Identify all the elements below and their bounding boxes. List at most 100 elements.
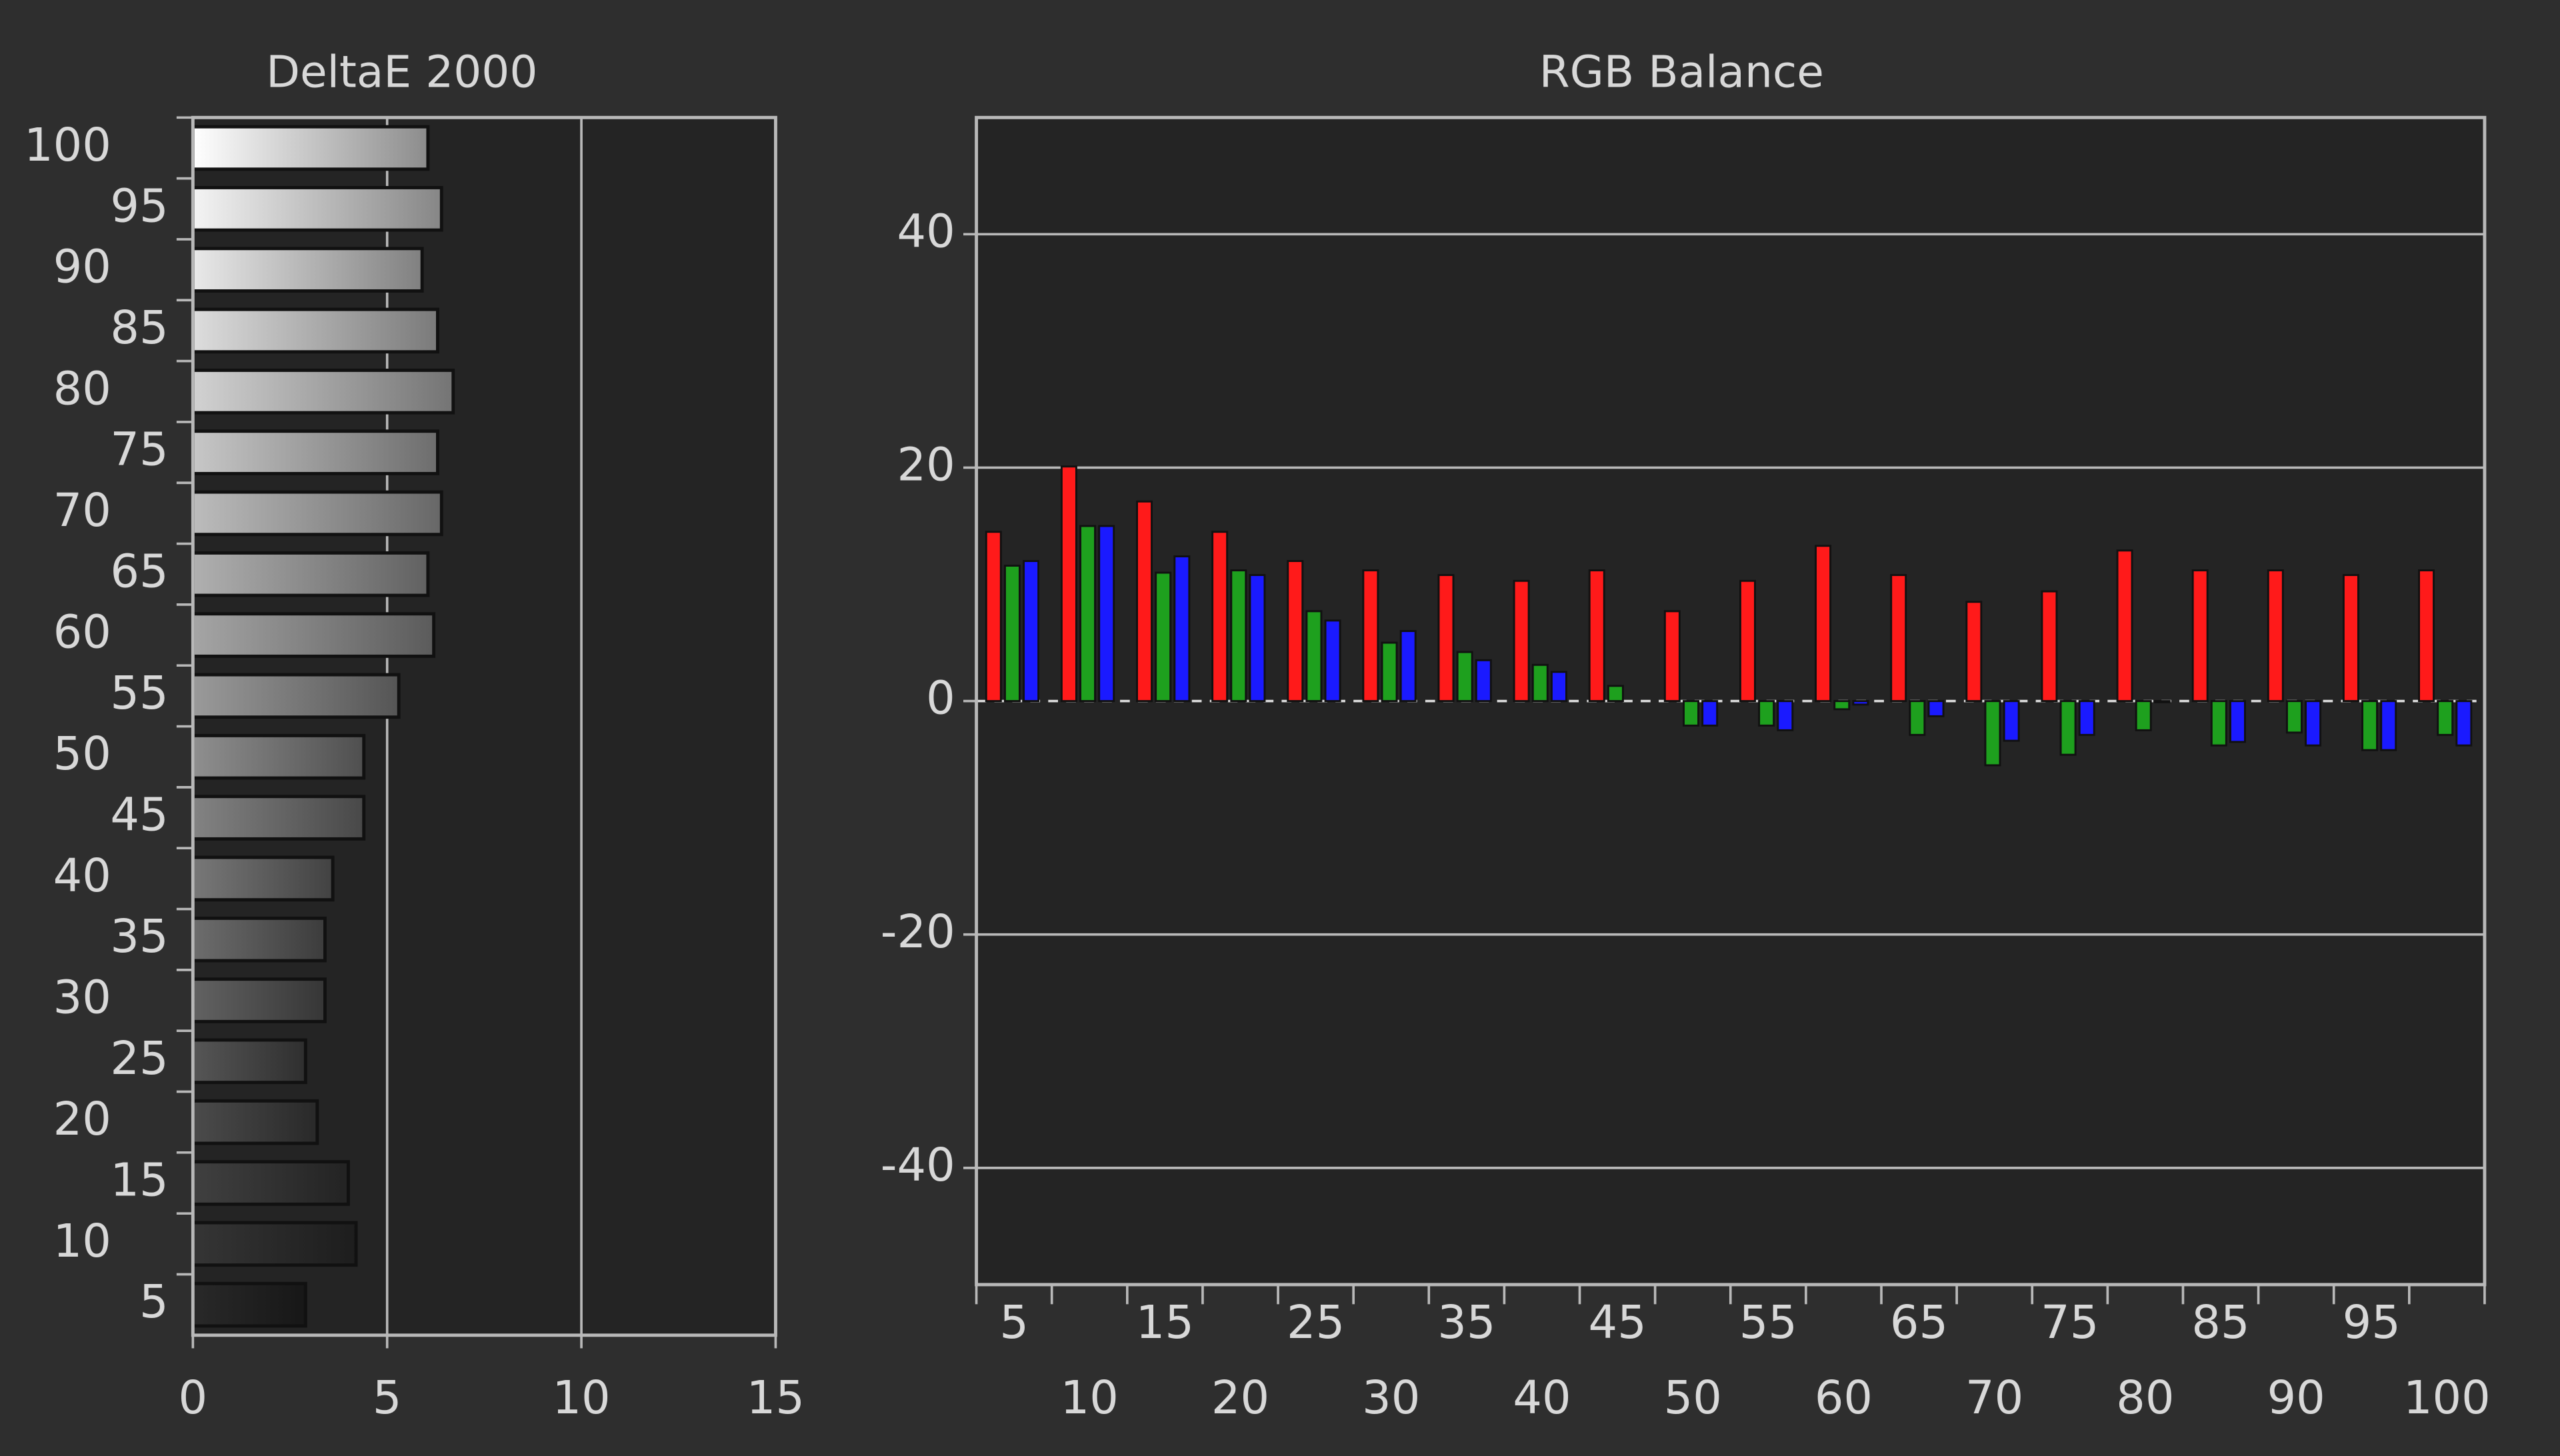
bar (1079, 525, 1097, 703)
bar (1475, 659, 1492, 703)
x-tick-label: 75 (2041, 1296, 2099, 1349)
x-tick-label: 60 (1815, 1371, 1873, 1425)
bar (191, 1099, 319, 1145)
bar (1060, 465, 1077, 703)
x-tick-label: 70 (1965, 1371, 2023, 1425)
bar (2267, 569, 2284, 703)
bar (191, 855, 335, 902)
bar (1965, 601, 1983, 703)
bar (1984, 700, 2001, 767)
bar (1758, 700, 1775, 727)
bar (1456, 651, 1473, 703)
bar (191, 977, 327, 1023)
y-tick-label: 95 (110, 179, 168, 233)
bar (985, 531, 1002, 703)
bar (1305, 610, 1323, 703)
bar (1287, 560, 1304, 703)
bar (2003, 700, 2020, 742)
bar (2437, 700, 2454, 736)
x-tick-label: 100 (2403, 1371, 2491, 1425)
bar (191, 1038, 307, 1085)
y-tick-label: 60 (53, 606, 111, 659)
bar (1815, 545, 1832, 703)
bar (2210, 700, 2227, 747)
bar (1890, 574, 1907, 703)
y-tick-label: -40 (881, 1139, 955, 1192)
bar (191, 612, 436, 658)
bar (1701, 700, 1719, 727)
x-tick-label: 0 (179, 1371, 208, 1425)
bar (2285, 700, 2303, 734)
y-tick-label: 20 (897, 439, 955, 492)
bar (1023, 560, 1040, 703)
bar (1852, 700, 1869, 706)
bar (1098, 525, 1115, 703)
bar (2041, 590, 2058, 703)
bar (191, 429, 439, 475)
x-tick-label: 10 (552, 1371, 610, 1425)
bar (1173, 555, 1191, 703)
x-tick-label: 50 (1664, 1371, 1722, 1425)
x-tick-label: 35 (1437, 1296, 1495, 1349)
plot-frame (191, 115, 777, 1337)
bar (2078, 700, 2095, 736)
bar (1909, 700, 1926, 736)
bar (1833, 700, 1851, 711)
bar (191, 795, 366, 841)
bar (1513, 579, 1530, 703)
x-tick-label: 45 (1588, 1296, 1646, 1349)
y-tick-label: 10 (53, 1215, 111, 1268)
x-tick-label: 5 (999, 1296, 1029, 1349)
bar (1588, 569, 1605, 703)
bar (191, 733, 366, 780)
bar (1399, 630, 1417, 703)
chart-title: RGB Balance (1539, 47, 1824, 98)
bar (191, 1160, 350, 1206)
bar (1739, 579, 1756, 703)
bar (191, 673, 401, 719)
bar (2342, 574, 2359, 703)
plot-area (193, 117, 776, 1335)
bar (191, 1221, 358, 1267)
bar (1927, 700, 1945, 717)
bar (191, 916, 327, 963)
bar (1531, 663, 1549, 703)
y-tick-label: 80 (53, 362, 111, 415)
chart-title: DeltaE 2000 (266, 47, 537, 98)
x-tick-label: 55 (1739, 1296, 1797, 1349)
bar (1324, 619, 1341, 703)
y-tick-label: 0 (926, 672, 955, 725)
y-tick-label: 30 (53, 971, 111, 1025)
x-tick-label: 15 (1136, 1296, 1194, 1349)
y-tick-label: 85 (110, 301, 168, 355)
bar (1211, 531, 1229, 703)
y-tick-label: 25 (110, 1032, 168, 1085)
x-tick-label: 5 (373, 1371, 402, 1425)
bar (2153, 700, 2171, 703)
bar (2116, 549, 2133, 703)
x-tick-label: 25 (1287, 1296, 1345, 1349)
bar (191, 125, 430, 171)
bar (191, 551, 430, 597)
y-tick-label: -20 (881, 905, 955, 959)
bar (2418, 569, 2435, 703)
x-tick-label: 30 (1362, 1371, 1420, 1425)
bar (2455, 700, 2473, 747)
y-tick-label: 65 (110, 545, 168, 598)
bar (191, 1281, 307, 1328)
bar (2135, 700, 2152, 731)
bar (2059, 700, 2077, 756)
bar (1230, 569, 1247, 703)
y-tick-label: 75 (110, 423, 168, 477)
x-tick-label: 85 (2191, 1296, 2249, 1349)
y-tick-label: 35 (110, 910, 168, 963)
bar (1249, 574, 1266, 703)
bar (1003, 565, 1021, 703)
bar (2305, 700, 2322, 747)
bar (1663, 610, 1681, 703)
bar (191, 247, 424, 293)
bar (1550, 671, 1567, 703)
x-tick-label: 15 (747, 1371, 805, 1425)
bar (2191, 569, 2209, 703)
bar (2229, 700, 2246, 743)
